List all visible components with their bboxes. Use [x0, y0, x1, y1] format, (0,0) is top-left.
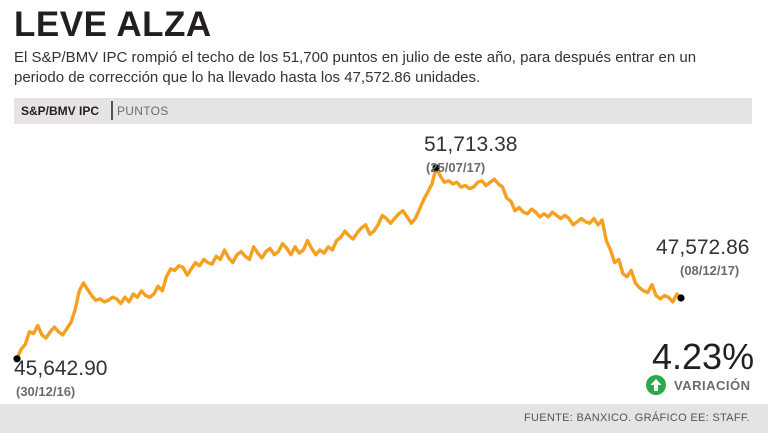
end-point-marker [677, 294, 685, 302]
chart-title: LEVE ALZA [14, 5, 212, 44]
peak-point-marker [432, 164, 440, 172]
band-divider [111, 101, 113, 120]
unit-label: PUNTOS [117, 104, 169, 118]
start-date-label: (30/12/16) [16, 384, 76, 399]
chart-subtitle: El S&P/BMV IPC rompió el techo de los 51… [14, 49, 697, 86]
footer-band: FUENTE: BANXICO. GRÁFICO EE: STAFF. [0, 404, 768, 433]
variation-label: VARIACIÓN [674, 378, 751, 393]
start-value-label: 45,642.90 [14, 357, 108, 380]
peak-value-label: 51,713.38 [424, 133, 518, 156]
line-chart [13, 164, 685, 363]
end-date-label: (08/12/17) [680, 263, 740, 278]
end-value-label: 47,572.86 [656, 236, 750, 259]
series-layer [15, 166, 683, 361]
source-credit: FUENTE: BANXICO. GRÁFICO EE: STAFF. [523, 412, 750, 424]
up-arrow-icon [646, 375, 666, 395]
start-point-marker [13, 355, 21, 363]
marker-layer [13, 164, 685, 363]
series-line-ipc [15, 166, 683, 361]
peak-date-label: (25/07/17) [426, 160, 486, 175]
index-name: S&P/BMV IPC [21, 104, 100, 118]
series-header-band: S&P/BMV IPC PUNTOS [14, 98, 752, 124]
variation-percent: 4.23% [652, 336, 755, 377]
